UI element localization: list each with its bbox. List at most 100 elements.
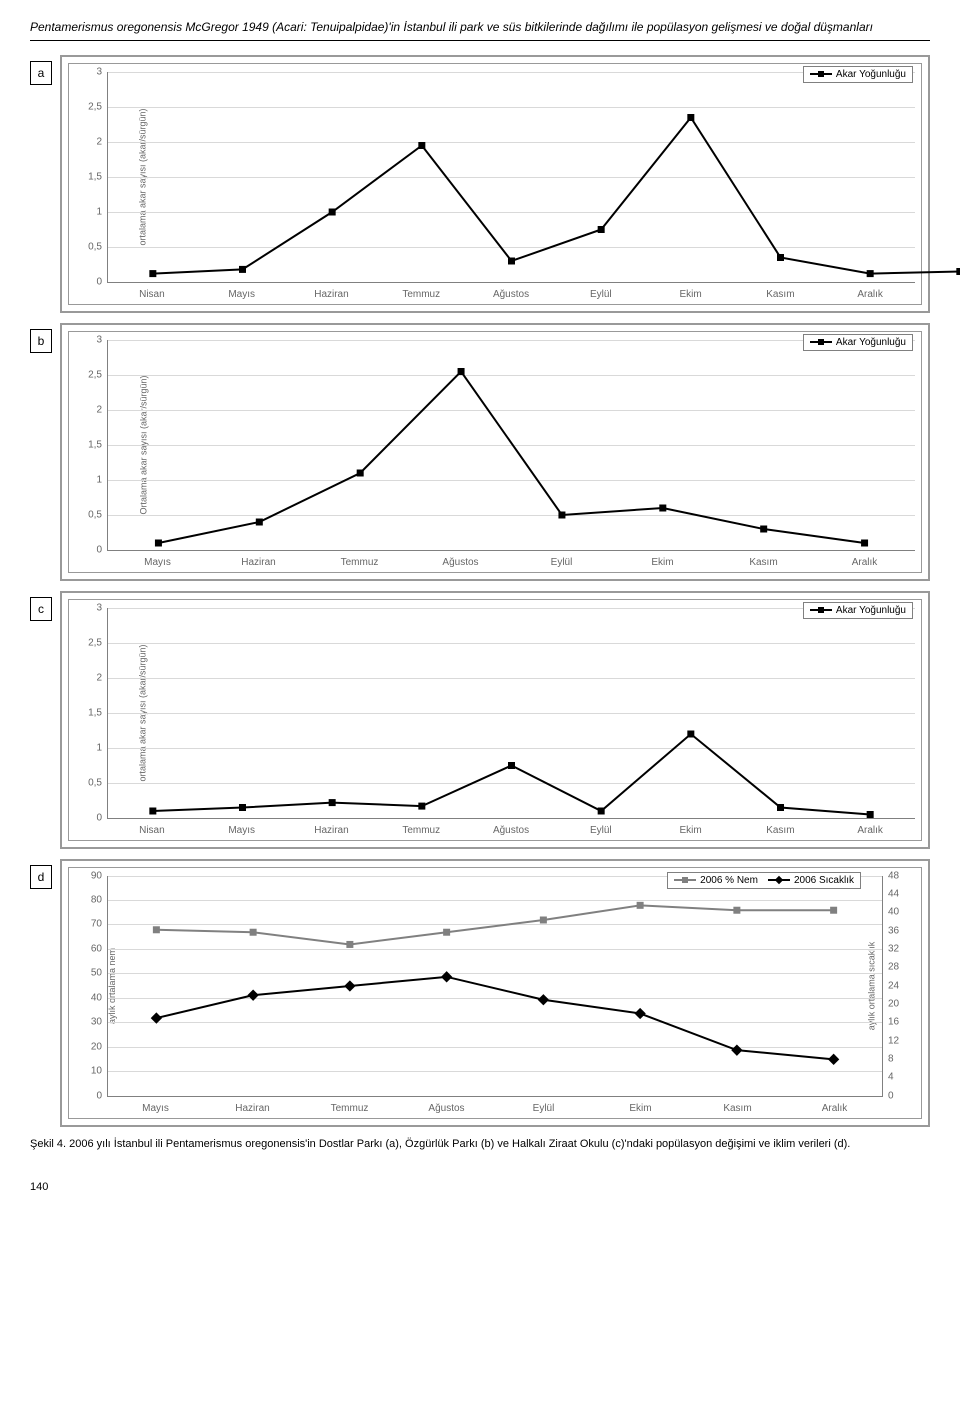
ytick-right: 0 xyxy=(882,1090,894,1101)
panel-d-plot: aylık ortalama nem aylık ortalama sıcakl… xyxy=(107,876,883,1097)
panel-d-legend-sic: 2006 Sıcaklık xyxy=(794,875,854,886)
xtick: Aralık xyxy=(825,289,915,300)
ytick-left: 40 xyxy=(91,992,108,1003)
panel-a-legend-label: Akar Yoğunluğu xyxy=(836,69,906,80)
xtick: Ağustos xyxy=(466,825,556,836)
ytick-left: 50 xyxy=(91,968,108,979)
ytick-right: 48 xyxy=(882,870,899,881)
ytick: 0 xyxy=(96,544,108,555)
panel-c-xticks: NisanMayısHaziranTemmuzAğustosEylülEkimK… xyxy=(107,825,915,836)
xtick: Haziran xyxy=(287,289,377,300)
panel-c-label: c xyxy=(30,597,52,621)
ytick-left: 0 xyxy=(96,1090,108,1101)
ytick: 3 xyxy=(96,66,108,77)
ytick: 1,5 xyxy=(88,707,108,718)
ytick-left: 60 xyxy=(91,943,108,954)
ytick-right: 32 xyxy=(882,943,899,954)
panel-c-legend-label: Akar Yoğunluğu xyxy=(836,605,906,616)
panel-d-legend-nem: 2006 % Nem xyxy=(700,875,758,886)
figure-caption: Şekil 4. 2006 yılı İstanbul ili Pentamer… xyxy=(30,1137,930,1152)
panel-a-xticks: NisanMayısHaziranTemmuzAğustosEylülEkimK… xyxy=(107,289,915,300)
xtick: Eylül xyxy=(556,825,646,836)
xtick: Mayıs xyxy=(107,557,208,568)
panel-c-row: c Akar Yoğunluğu ortalama akar sayısı (a… xyxy=(30,591,930,849)
ytick: 1 xyxy=(96,742,108,753)
ytick: 0,5 xyxy=(88,777,108,788)
panel-c-plot: ortalama akar sayısı (akar/sürgün) 00,51… xyxy=(107,608,915,819)
xtick: Nisan xyxy=(107,825,197,836)
ytick: 2 xyxy=(96,136,108,147)
page-header: Pentamerismus oregonensis McGregor 1949 … xyxy=(30,20,930,41)
panel-b-legend: Akar Yoğunluğu xyxy=(803,334,913,351)
page-number: 140 xyxy=(30,1181,930,1193)
panel-a-chart: Akar Yoğunluğu ortalama akar sayısı (aka… xyxy=(60,55,930,313)
panel-b-legend-label: Akar Yoğunluğu xyxy=(836,337,906,348)
xtick: Ekim xyxy=(592,1103,689,1114)
ytick: 2 xyxy=(96,404,108,415)
header-text: Pentamerismus oregonensis McGregor 1949 … xyxy=(30,20,873,34)
panel-b-row: b Akar Yoğunluğu Ortalama akar sayısı (a… xyxy=(30,323,930,581)
ytick: 0,5 xyxy=(88,509,108,520)
panel-c-legend: Akar Yoğunluğu xyxy=(803,602,913,619)
ytick-right: 44 xyxy=(882,888,899,899)
ytick: 0 xyxy=(96,812,108,823)
panel-a-label: a xyxy=(30,61,52,85)
xtick: Temmuz xyxy=(376,825,466,836)
ytick: 3 xyxy=(96,334,108,345)
xtick: Aralık xyxy=(814,557,915,568)
ytick: 1 xyxy=(96,474,108,485)
xtick: Aralık xyxy=(825,825,915,836)
xtick: Ağustos xyxy=(466,289,556,300)
ytick: 2,5 xyxy=(88,637,108,648)
panel-d-chart: 2006 % Nem 2006 Sıcaklık aylık ortalama … xyxy=(60,859,930,1127)
caption-text: Şekil 4. 2006 yılı İstanbul ili Pentamer… xyxy=(30,1138,850,1150)
ytick-left: 20 xyxy=(91,1041,108,1052)
xtick: Ekim xyxy=(612,557,713,568)
xtick: Nisan xyxy=(107,289,197,300)
panel-a-plot: ortalama akar sayısı (akar/sürgün) 00,51… xyxy=(107,72,915,283)
xtick: Ağustos xyxy=(410,557,511,568)
xtick: Eylül xyxy=(495,1103,592,1114)
panel-b-label: b xyxy=(30,329,52,353)
xtick: Mayıs xyxy=(197,289,287,300)
xtick: Kasım xyxy=(735,289,825,300)
xtick: Ekim xyxy=(646,825,736,836)
ytick-right: 4 xyxy=(882,1072,894,1083)
panel-a-row: a Akar Yoğunluğu ortalama akar sayısı (a… xyxy=(30,55,930,313)
panel-d-label: d xyxy=(30,865,52,889)
panel-b-plot: Ortalama akar sayısı (akar/sürgün) 00,51… xyxy=(107,340,915,551)
xtick: Temmuz xyxy=(376,289,466,300)
xtick: Aralık xyxy=(786,1103,883,1114)
xtick: Mayıs xyxy=(107,1103,204,1114)
xtick: Haziran xyxy=(287,825,377,836)
xtick: Haziran xyxy=(208,557,309,568)
ytick-left: 30 xyxy=(91,1017,108,1028)
ytick: 1 xyxy=(96,206,108,217)
ytick-left: 10 xyxy=(91,1066,108,1077)
ytick: 2,5 xyxy=(88,369,108,380)
xtick: Mayıs xyxy=(197,825,287,836)
ytick-right: 20 xyxy=(882,998,899,1009)
ytick-right: 24 xyxy=(882,980,899,991)
ytick: 1,5 xyxy=(88,171,108,182)
ytick: 1,5 xyxy=(88,439,108,450)
ytick-left: 90 xyxy=(91,870,108,881)
ytick: 2 xyxy=(96,672,108,683)
xtick: Ekim xyxy=(646,289,736,300)
ytick-right: 8 xyxy=(882,1053,894,1064)
xtick: Kasım xyxy=(689,1103,786,1114)
panel-a-legend: Akar Yoğunluğu xyxy=(803,66,913,83)
ytick-right: 36 xyxy=(882,925,899,936)
ytick-right: 28 xyxy=(882,962,899,973)
ytick-left: 70 xyxy=(91,919,108,930)
ytick: 0,5 xyxy=(88,241,108,252)
ytick: 2,5 xyxy=(88,101,108,112)
panel-c-chart: Akar Yoğunluğu ortalama akar sayısı (aka… xyxy=(60,591,930,849)
xtick: Temmuz xyxy=(301,1103,398,1114)
ytick-left: 80 xyxy=(91,895,108,906)
xtick: Kasım xyxy=(735,825,825,836)
ytick: 0 xyxy=(96,276,108,287)
panel-d-legend: 2006 % Nem 2006 Sıcaklık xyxy=(667,872,861,889)
xtick: Ağustos xyxy=(398,1103,495,1114)
xtick: Temmuz xyxy=(309,557,410,568)
